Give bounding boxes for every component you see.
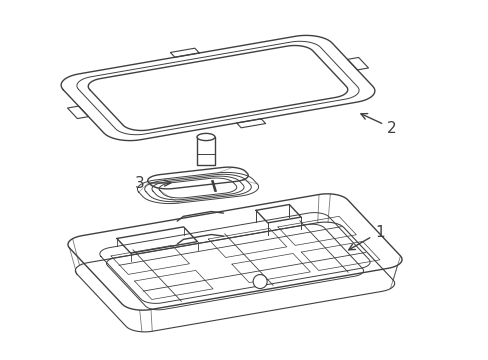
Text: 1: 1 (348, 225, 384, 250)
Circle shape (253, 275, 266, 289)
Text: 3: 3 (135, 176, 170, 190)
Ellipse shape (197, 134, 215, 141)
Text: 2: 2 (360, 114, 396, 135)
